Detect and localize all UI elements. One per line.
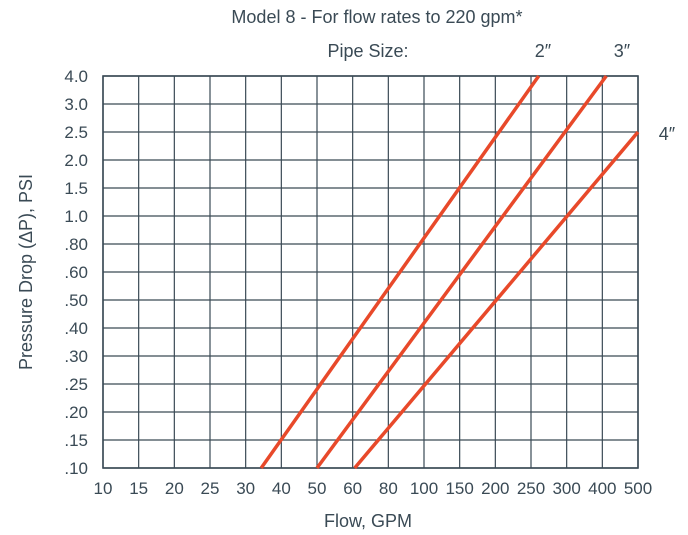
series-group [259,74,640,470]
x-tick-label: 50 [308,479,327,498]
x-tick-label: 30 [236,479,255,498]
x-tick-label: 250 [517,479,545,498]
x-tick-label: 60 [343,479,362,498]
y-tick-label: .10 [64,459,88,478]
y-tick-label: 4.0 [64,67,88,86]
y-tick-label: .25 [64,375,88,394]
grid [102,75,639,469]
y-tick-label: .20 [64,403,88,422]
x-tick-label: 20 [165,479,184,498]
y-tick-label: .50 [64,291,88,310]
x-tick-label: 100 [410,479,438,498]
x-tick-label: 150 [445,479,473,498]
series-line-3 [353,130,640,470]
y-tick-label: .30 [64,347,88,366]
y-tick-label: 1.0 [64,207,88,226]
x-tick-label: 80 [379,479,398,498]
y-tick-label: .60 [64,263,88,282]
x-axis-label: Flow, GPM [324,511,412,531]
x-tick-label: 400 [588,479,616,498]
legend: 2″ 3″ 4″ [535,41,676,144]
x-tick-label: 200 [481,479,509,498]
x-tick-label: 15 [129,479,148,498]
y-tick-label: .40 [64,319,88,338]
chart-title: Model 8 - For flow rates to 220 gpm* [231,7,522,27]
x-tick-label: 500 [624,479,652,498]
y-tick-label: 1.5 [64,179,88,198]
series-line-1 [259,74,541,470]
legend-title: Pipe Size: [327,41,408,61]
x-tick-label: 40 [272,479,291,498]
series-line-2 [315,74,608,470]
x-tick-label: 25 [201,479,220,498]
pipe-size-label-1: 2″ [535,41,552,61]
pipe-size-label-2: 3″ [614,41,631,61]
y-tick-label: .80 [64,235,88,254]
y-axis-label: Pressure Drop (ΔP), PSI [16,174,36,370]
plot-frame [102,75,639,469]
y-tick-label: 2.0 [64,151,88,170]
x-tick-label: 10 [94,479,113,498]
x-tick-label: 300 [552,479,580,498]
tick-labels: .10 .15 .20 .25 .30 .40 .50 .60 .80 1.0 1.5 2.0 2.5 3… [64,67,652,498]
y-tick-label: 3.0 [64,95,88,114]
y-tick-label: 2.5 [64,123,88,142]
pipe-size-label-3: 4″ [659,124,676,144]
y-tick-label: .15 [64,431,88,450]
